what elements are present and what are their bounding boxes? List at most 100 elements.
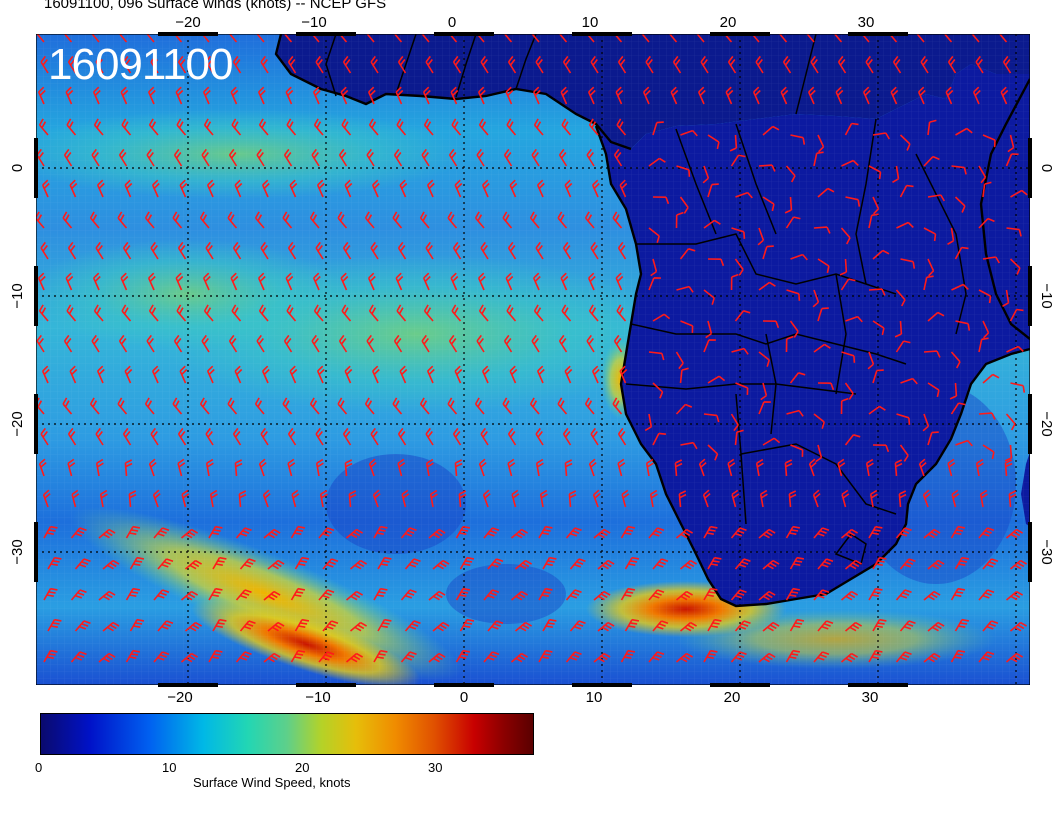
- wind-barb: [982, 134, 996, 148]
- wind-barb: [205, 241, 214, 260]
- wind-barb: [147, 86, 156, 105]
- wind-barb: [502, 397, 513, 415]
- wind-barb: [789, 618, 805, 632]
- wind-barb: [260, 427, 269, 446]
- lon-tick-top-label: −20: [175, 14, 200, 31]
- wind-barb: [118, 34, 128, 43]
- wind-barb: [1002, 55, 1012, 74]
- map-title: 16091100, 096 Surface winds (knots) -- N…: [44, 0, 387, 12]
- wind-barb: [729, 134, 738, 152]
- wind-barb: [92, 86, 101, 105]
- wind-barb: [36, 334, 45, 353]
- wind-barb: [535, 427, 544, 446]
- wind-barb: [206, 365, 215, 384]
- wind-barb: [42, 489, 51, 508]
- wind-barb: [923, 652, 941, 663]
- wind-barb: [511, 489, 520, 508]
- wind-barb: [619, 365, 628, 384]
- wind-barb: [869, 489, 878, 508]
- latitude-ticks-left: 0 −10 −20 −30: [9, 138, 38, 582]
- wind-barb: [366, 148, 375, 167]
- wind-barb: [120, 272, 129, 291]
- wind-barb: [282, 397, 293, 415]
- wind-barb: [590, 427, 599, 446]
- wind-barb: [587, 272, 596, 291]
- wind-barb: [565, 651, 582, 663]
- wind-barb: [648, 351, 665, 361]
- wind-barb: [447, 397, 458, 415]
- wind-barb: [267, 621, 285, 632]
- wind-barb: [817, 558, 834, 570]
- wind-barb: [36, 34, 45, 43]
- wind-barb: [173, 334, 183, 353]
- wind-barb: [283, 334, 293, 353]
- wind-barb: [697, 86, 706, 105]
- wind-barb: [345, 652, 363, 663]
- wind-barb: [536, 365, 545, 384]
- wind-barb: [503, 34, 513, 43]
- wind-barb: [679, 559, 697, 570]
- wind-barb: [102, 559, 120, 570]
- wind-barb: [67, 55, 77, 74]
- wind-barb: [648, 277, 661, 291]
- wind-barb: [287, 458, 296, 477]
- wind-barb: [37, 86, 46, 105]
- wind-barb: [707, 375, 726, 384]
- wind-barb: [208, 587, 223, 601]
- wind-barb: [542, 618, 557, 632]
- wind-barb: [790, 444, 804, 457]
- wind-barb: [507, 241, 517, 260]
- wind-barb: [419, 397, 430, 415]
- wind-barb: [562, 55, 572, 74]
- lon-tick-top-label: 20: [720, 14, 737, 31]
- lat-tick-right-label: 0: [1038, 164, 1055, 172]
- wind-barb: [505, 86, 514, 105]
- wind-barb: [349, 559, 367, 570]
- wind-barb: [422, 86, 431, 105]
- wind-barb: [150, 427, 159, 446]
- wind-barb: [507, 458, 516, 477]
- wind-barb: [890, 86, 899, 105]
- wind-barb: [624, 556, 640, 570]
- wind-barb: [125, 649, 141, 663]
- wind-barb: [285, 86, 294, 105]
- wind-barb: [780, 86, 789, 105]
- wind-barb: [620, 525, 636, 539]
- wind-barb: [180, 652, 198, 663]
- wind-barb: [590, 241, 599, 260]
- wind-barb: [680, 441, 698, 450]
- wind-barb: [807, 86, 816, 105]
- wind-barb: [784, 196, 793, 214]
- wind-barb: [342, 241, 352, 260]
- wind-barb: [89, 397, 100, 415]
- wind-barb: [397, 427, 407, 446]
- wind-barb: [844, 434, 861, 446]
- wind-barb: [758, 652, 776, 663]
- wind-barb: [256, 148, 265, 167]
- wind-barb: [951, 165, 967, 175]
- wind-barb: [208, 525, 223, 539]
- lat-tick-left-label: −20: [9, 411, 26, 436]
- wind-barb: [480, 55, 489, 74]
- wind-barb: [900, 258, 916, 269]
- wind-barb: [758, 401, 771, 415]
- wind-barb: [510, 528, 528, 539]
- wind-barb: [702, 165, 710, 184]
- wind-barb: [844, 559, 862, 570]
- wind-barb: [641, 34, 650, 43]
- wind-barb: [918, 458, 927, 477]
- wind-barb: [315, 241, 324, 260]
- wind-barb: [319, 489, 328, 508]
- wind-barb: [447, 211, 458, 229]
- wind-barb: [423, 304, 434, 322]
- wind-barb: [785, 525, 801, 539]
- wind-barb: [261, 365, 270, 384]
- wind-barb: [971, 34, 980, 43]
- wind-barb: [509, 365, 518, 384]
- wind-barb: [202, 272, 211, 291]
- wind-barb: [201, 334, 210, 353]
- wind-barb: [868, 288, 886, 296]
- wind-barb: [153, 527, 170, 539]
- wind-barb: [865, 458, 874, 477]
- wind-barb: [899, 134, 911, 151]
